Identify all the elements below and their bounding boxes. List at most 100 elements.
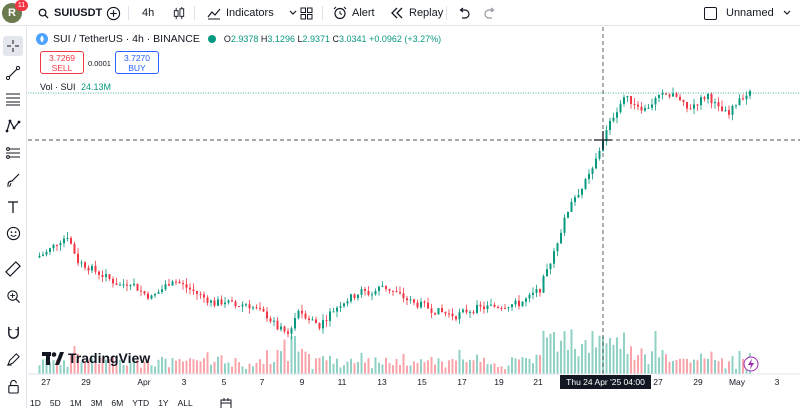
timeframe-all[interactable]: ALL (177, 398, 193, 408)
buy-button[interactable]: 3.7270 BUY (115, 51, 159, 74)
volume-bar (682, 358, 685, 374)
text-tool[interactable] (3, 197, 23, 217)
candle-body (210, 300, 212, 303)
zoom-tool[interactable] (3, 286, 23, 306)
candles-icon (173, 6, 185, 19)
chevron-down-icon (783, 10, 791, 15)
magnet-tool[interactable] (3, 322, 23, 342)
candle-body (91, 265, 93, 271)
symbol-search[interactable]: SUIUSDT (38, 0, 102, 26)
volume-bar (423, 362, 426, 374)
symbol-title[interactable]: SUI / TetherUS · 4h · BINANCE (53, 33, 200, 45)
volume-bar (640, 348, 643, 374)
candle-body (73, 243, 76, 254)
candle-body (465, 309, 468, 313)
volume-bar (178, 358, 181, 374)
volume-bar (252, 366, 254, 374)
volume-bar (693, 359, 695, 374)
volume-bar (220, 355, 223, 374)
compare-button[interactable] (106, 0, 121, 26)
timeframe-1d[interactable]: 1D (30, 398, 41, 408)
lock-tool[interactable] (3, 376, 23, 396)
timeframe-3m[interactable]: 3M (90, 398, 103, 408)
smiley-icon (6, 226, 20, 240)
candle-body (399, 291, 401, 294)
volume-bar (367, 358, 370, 374)
volume-bar (399, 365, 401, 374)
ohlc-values: O2.9378 H3.1296 L2.9371 C3.0341 +0.0962 … (224, 34, 441, 44)
candle-body (112, 278, 114, 284)
divider (194, 6, 195, 20)
time-axis-label: 3 (181, 377, 187, 387)
measure-tool[interactable] (3, 259, 23, 279)
candle-body (637, 104, 639, 107)
volume-bar (248, 363, 251, 374)
volume-bar (511, 357, 513, 374)
redo-button[interactable] (484, 0, 497, 26)
chart-type-button[interactable] (172, 0, 186, 26)
brush-tool[interactable] (3, 170, 23, 190)
candle-body (70, 237, 72, 244)
candle-body (63, 238, 65, 244)
candle-body (318, 323, 321, 329)
zoom-in-icon (6, 289, 20, 303)
layout-name: Unnamed (726, 7, 774, 19)
volume-bar (458, 349, 461, 374)
volume-bar (126, 365, 128, 374)
candle-body (462, 309, 464, 313)
candle-body (448, 313, 450, 315)
candle-body (364, 289, 366, 291)
candle-body (42, 254, 44, 256)
candle-body (189, 287, 191, 290)
volume-bar (476, 354, 478, 374)
tradingview-logo-icon (42, 351, 64, 365)
candle-body (381, 285, 384, 287)
alert-button[interactable]: Alert (333, 0, 375, 26)
volume-bar (322, 356, 324, 374)
candle-body (441, 308, 443, 312)
prediction-tool[interactable] (3, 143, 23, 163)
volume-bar (224, 363, 226, 374)
candle-body (686, 102, 688, 109)
volume-label: Vol · SUI (40, 82, 76, 92)
time-axis-label: 29 (693, 377, 703, 387)
undo-button[interactable] (457, 0, 470, 26)
candle-body (427, 302, 429, 309)
trend-line-tool[interactable] (3, 63, 23, 83)
lightning-icon[interactable] (743, 356, 759, 372)
timeframe-1y[interactable]: 1Y (158, 398, 169, 408)
candle-body (266, 311, 268, 319)
timeframe-6m[interactable]: 6M (111, 398, 124, 408)
layout-name-button[interactable]: Unnamed (704, 0, 791, 26)
volume-bar (728, 361, 730, 374)
drawing-mode-tool[interactable] (3, 349, 23, 369)
timeframe-5d[interactable]: 5D (49, 398, 61, 408)
candle-body (182, 283, 184, 285)
sui-logo-icon (36, 33, 48, 45)
volume-bar (273, 361, 275, 374)
candle-body (395, 291, 398, 293)
volume-bar (364, 362, 366, 374)
candle-body (178, 281, 181, 284)
candle-body (360, 289, 363, 295)
sell-button[interactable]: 3.7269 SELL (40, 51, 84, 74)
candle-body (346, 301, 349, 304)
high-label: H (260, 34, 268, 44)
layouts-button[interactable] (300, 0, 313, 26)
timeframe-ytd[interactable]: YTD (132, 398, 150, 408)
fib-tool[interactable] (3, 89, 23, 109)
volume-bar (514, 358, 517, 374)
crosshair-tool[interactable] (3, 36, 23, 56)
volume-bar (329, 355, 331, 374)
volume-bar (619, 348, 622, 374)
interval-button[interactable]: 4h (142, 0, 154, 26)
indicators-button[interactable]: Indicators (207, 0, 297, 26)
volume-bar (497, 367, 499, 374)
volume-legend[interactable]: Vol · SUI 24.13M (40, 82, 111, 92)
pattern-tool[interactable] (3, 116, 23, 136)
replay-button[interactable]: Replay (390, 0, 443, 26)
emoji-tool[interactable] (3, 223, 23, 243)
calendar-icon[interactable] (220, 398, 232, 408)
timeframe-1m[interactable]: 1M (69, 398, 82, 408)
